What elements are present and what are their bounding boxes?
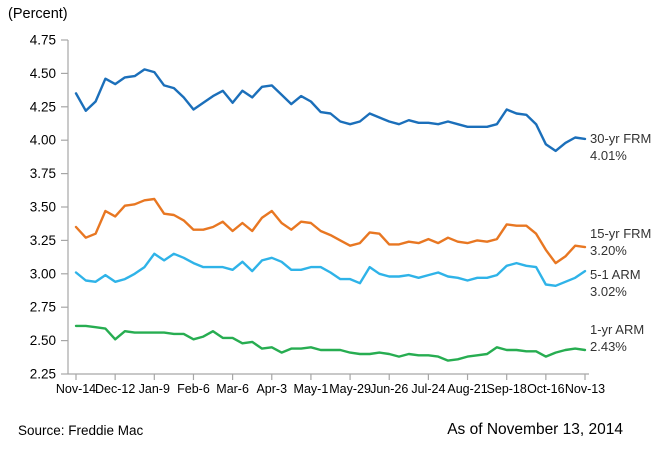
y-tick-label: 4.00 <box>30 133 56 148</box>
y-tick-label: 4.75 <box>30 33 56 48</box>
series-name: 5-1 ARM <box>590 267 641 283</box>
y-tick-label: 2.50 <box>30 333 56 348</box>
y-tick-label: 2.25 <box>30 367 56 382</box>
y-tick-label: 3.25 <box>30 233 56 248</box>
y-tick-label: 3.75 <box>30 166 56 181</box>
x-tick-label: Nov-14 <box>56 382 96 396</box>
x-tick-label: Jan-9 <box>139 382 170 396</box>
series-last-value: 3.02% <box>590 284 627 300</box>
x-tick-label: Jul-24 <box>411 382 445 396</box>
as-of-date: As of November 13, 2014 <box>447 421 623 438</box>
series-label-1-yr-arm: 1-yr ARM 2.43% <box>590 322 644 355</box>
y-tick-label: 4.50 <box>30 66 56 81</box>
y-axis-title: (Percent) <box>8 6 68 22</box>
y-tick-label: 3.00 <box>30 266 56 281</box>
y-tick-label: 3.50 <box>30 200 56 215</box>
series-name: 30-yr FRM <box>590 130 652 146</box>
x-tick-label: Sep-18 <box>487 382 527 396</box>
x-tick-label: Apr-3 <box>256 382 287 396</box>
x-tick-label: Dec-12 <box>95 382 135 396</box>
x-tick-label: Mar-6 <box>216 382 249 396</box>
y-tick-label: 4.25 <box>30 99 56 114</box>
series-line-30-yr-frm <box>74 68 587 153</box>
x-tick-label: Feb-6 <box>177 382 210 396</box>
series-name: 15-yr FRM <box>590 226 652 242</box>
series-line-15-yr-frm <box>74 197 587 265</box>
series-last-value: 2.43% <box>590 338 627 354</box>
x-tick-label: May-29 <box>329 382 371 396</box>
x-tick-label: Jun-26 <box>370 382 408 396</box>
source-note: Source: Freddie Mac <box>18 423 144 438</box>
series-last-value: 3.20% <box>590 243 627 259</box>
x-tick-label: Nov-13 <box>565 382 605 396</box>
x-tick-label: Aug-21 <box>447 382 487 396</box>
series-label-15-yr-frm: 15-yr FRM 3.20% <box>590 226 651 259</box>
y-tick-label: 2.75 <box>30 300 56 315</box>
x-tick-label: Oct-16 <box>527 382 565 396</box>
series-last-value: 4.01% <box>590 147 627 163</box>
series-label-5-1-arm: 5-1 ARM 3.02% <box>590 267 641 300</box>
x-tick-label: May-1 <box>294 382 329 396</box>
series-line-1-yr-arm <box>74 324 587 362</box>
series-line-5-1-arm <box>74 252 587 287</box>
series-label-30-yr-frm: 30-yr FRM 4.01% <box>590 131 651 164</box>
series-name: 1-yr ARM <box>590 321 645 337</box>
